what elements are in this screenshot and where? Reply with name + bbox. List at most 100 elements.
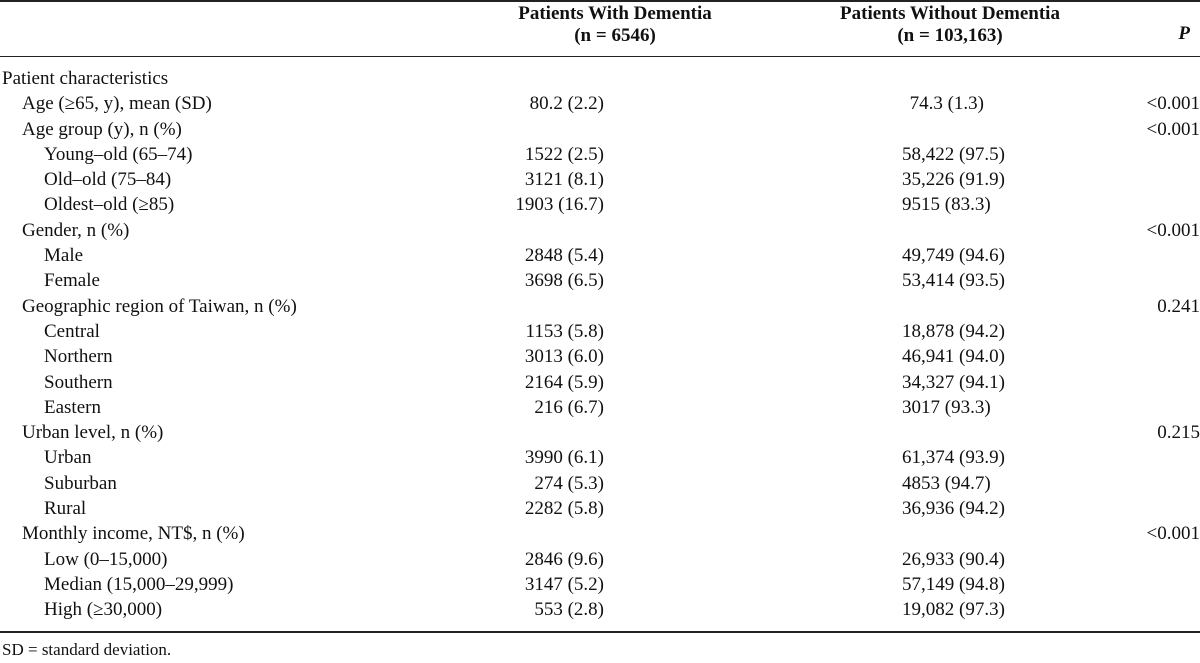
p-value [984,243,1200,268]
without-dementia-value: 35,226 (91.9) [902,169,1005,191]
table-row: Gender, n (%) <0.001 [0,218,1200,243]
p-value [984,167,1200,192]
p-value [984,445,1200,470]
spacer [604,319,902,344]
spacer [604,142,902,167]
without-dementia-value: 46,941 (94.0) [902,346,1005,368]
row-label: Central [44,320,100,342]
table-row: Suburban 274 (5.3) 4853 (94.7) [0,471,1200,496]
row-label: Young–old (65–74) [44,143,193,165]
row-label: Urban [44,447,92,469]
p-value: <0.001 [1146,118,1200,140]
without-dementia-value [902,218,984,243]
p-value [984,471,1200,496]
p-value [984,319,1200,344]
without-dementia-value: 53,414 (93.5) [902,270,1005,292]
table-row: Geographic region of Taiwan, n (%) 0.241 [0,294,1200,319]
without-dementia-value: 26,933 (90.4) [902,548,1005,570]
spacer [604,395,902,420]
with-dementia-value: 3013 (6.0) [524,346,604,368]
spacer [604,496,902,521]
spacer [604,445,902,470]
p-value [984,192,1200,217]
row-label: Oldest–old (≥85) [44,194,175,216]
p-value [984,142,1200,167]
header-with-dementia: Patients With Dementia (n = 6546) [450,3,780,47]
spacer [604,218,902,243]
header-without-dementia: Patients Without Dementia (n = 103,163) [780,3,1120,47]
header-with-dementia-title: Patients With Dementia [518,3,712,24]
table-row: Median (15,000–29,999) 3147 (5.2) 57,149 (… [0,572,1200,597]
row-label: Eastern [44,396,101,418]
with-dementia-value: 553 (2.8) [534,599,604,621]
with-dementia-value [502,218,604,243]
table-row: Age (≥65, y), mean (SD) 80.2 (2.2) 74.3 (1… [0,91,1200,116]
p-value [984,66,1200,91]
with-dementia-value: 3990 (6.1) [524,447,604,469]
with-dementia-value: 2848 (5.4) [524,245,604,267]
table-row: Northern 3013 (6.0) 46,941 (94.0) [0,344,1200,369]
top-rule [0,0,1200,2]
table-row: Young–old (65–74) 1522 (2.5) 58,422 (97.5) [0,142,1200,167]
with-dementia-value: 216 (6.7) [534,396,604,418]
table-row: Eastern 216 (6.7) 3017 (93.3) [0,395,1200,420]
row-label: Rural [44,498,87,520]
with-dementia-value [502,66,604,91]
spacer [604,268,902,293]
row-label: Geographic region of Taiwan, n (%) [22,295,297,317]
without-dementia-value [902,420,984,445]
row-label: Age (≥65, y), mean (SD) [22,93,212,115]
spacer [604,370,902,395]
row-label: Northern [44,346,113,368]
row-label: Male [44,245,84,267]
p-value: 0.241 [1157,295,1200,317]
row-label: Suburban [44,472,117,494]
p-value: 0.215 [1157,422,1200,444]
spacer [604,521,902,546]
with-dementia-value [502,294,604,319]
table-row: Urban 3990 (6.1) 61,374 (93.9) [0,445,1200,470]
bottom-rule [0,631,1200,633]
with-dementia-value: 3698 (6.5) [524,270,604,292]
p-value: <0.001 [1146,523,1200,545]
p-value [984,268,1200,293]
spacer [604,117,902,142]
with-dementia-value [502,117,604,142]
spacer [604,420,902,445]
header-with-dementia-n: (n = 6546) [574,25,656,46]
without-dementia-value: 19,082 (97.3) [902,599,1005,621]
with-dementia-value: 2164 (5.9) [524,371,604,393]
p-value [984,370,1200,395]
without-dementia-value: 34,327 (94.1) [902,371,1005,393]
footnote: SD = standard deviation. [2,640,172,659]
row-label: High (≥30,000) [44,599,163,621]
without-dementia-value [902,117,984,142]
without-dementia-value: 49,749 (94.6) [902,245,1005,267]
without-dementia-value [902,521,984,546]
table-row: High (≥30,000) 553 (2.8) 19,082 (97.3) [0,597,1200,622]
table-row: Central 1153 (5.8) 18,878 (94.2) [0,319,1200,344]
table-row: Monthly income, NT$, n (%) <0.001 [0,521,1200,546]
header-without-dementia-title: Patients Without Dementia [840,3,1060,24]
without-dementia-value: 18,878 (94.2) [902,320,1005,342]
spacer [604,344,902,369]
p-value [984,547,1200,572]
spacer [604,243,902,268]
spacer [604,192,902,217]
p-value [984,395,1200,420]
p-value [984,496,1200,521]
table-row: Low (0–15,000) 2846 (9.6) 26,933 (90.4) [0,547,1200,572]
without-dementia-value: 61,374 (93.9) [902,447,1005,469]
without-dementia-value: 74.3 (1.3) [909,93,984,115]
row-label: Patient characteristics [2,68,169,89]
with-dementia-value: 274 (5.3) [534,472,604,494]
table-row: Oldest–old (≥85) 1903 (16.7) 9515 (83.3) [0,192,1200,217]
row-label: Old–old (75–84) [44,169,172,191]
table-row: Urban level, n (%) 0.215 [0,420,1200,445]
spacer [604,597,902,622]
with-dementia-value: 3147 (5.2) [524,573,604,595]
characteristics-table: Patient characteristics Age (≥65, y), mea… [0,66,1200,623]
p-value: <0.001 [1146,93,1200,115]
p-value [984,597,1200,622]
without-dementia-value [902,66,984,91]
